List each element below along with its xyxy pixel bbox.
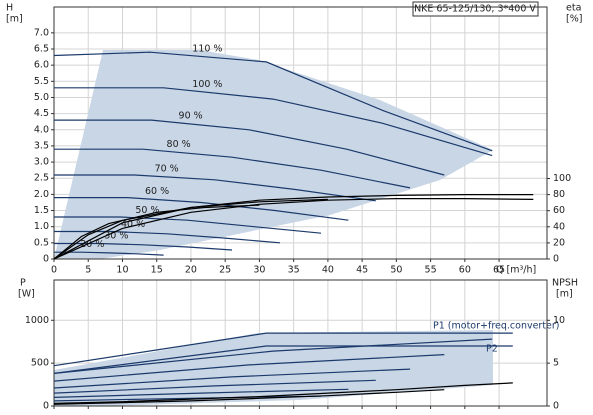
y-label: H [6, 3, 13, 14]
title-box [412, 1, 539, 17]
y-tick-label: 6.5 [34, 44, 49, 55]
annotation: P1 (motor+freq.converter) [433, 321, 560, 332]
curve [53, 204, 260, 260]
y2-tick-label: 0 [553, 401, 559, 412]
y2-unit: [%] [566, 14, 582, 25]
x-tick-label: 30 [253, 265, 265, 276]
curve-label: 70 % [155, 163, 179, 174]
curve [54, 251, 164, 256]
x-tick-label: 10 [116, 265, 128, 276]
y-tick-label: 1.5 [34, 205, 49, 216]
curve [53, 198, 328, 260]
curve [53, 194, 534, 260]
x-tick-label: 40 [322, 265, 334, 276]
x-tick-label: 50 [390, 265, 402, 276]
curve [54, 216, 322, 234]
y2-tick-label: 80 [553, 189, 565, 200]
y2-tick-label: 20 [553, 237, 565, 248]
curve [54, 197, 349, 221]
y2-label: NPSH [552, 278, 578, 289]
curve-label: 40 % [121, 219, 145, 230]
y2-tick-label: 5 [553, 358, 559, 369]
chart-title: NKE 65-125/130, 3*400 V [414, 4, 536, 15]
curve-label: 60 % [145, 186, 169, 197]
x-tick-label: 60 [459, 265, 471, 276]
y2-tick-label: 100 [553, 173, 571, 184]
x-tick-label: 25 [219, 265, 231, 276]
y-unit: [W] [18, 289, 35, 300]
y2-tick-label: 40 [553, 221, 565, 232]
y-label: P [20, 278, 26, 289]
curve [53, 388, 349, 398]
x-tick-label: 5 [85, 265, 91, 276]
y-tick-label: 0 [43, 254, 49, 265]
x-tick-label: 0 [51, 265, 57, 276]
curve [54, 119, 445, 176]
y-tick-label: 5.0 [34, 92, 49, 103]
y2-label: eta [566, 3, 581, 14]
curve [54, 87, 493, 157]
y-tick-label: 1.0 [34, 221, 49, 232]
x-label: Q [m³/h] [496, 265, 536, 276]
y-tick-label: 500 [31, 358, 49, 369]
curve [53, 345, 513, 374]
curve [53, 389, 445, 405]
curve-label: 110 % [192, 44, 222, 55]
curve [53, 368, 411, 389]
curve [53, 338, 493, 374]
curve [54, 174, 376, 202]
curve-label: 80 % [167, 139, 191, 150]
y-tick-label: 0.5 [34, 237, 49, 248]
curve [53, 332, 513, 367]
y2-unit: [m] [556, 289, 573, 300]
y-tick-label: 2.5 [34, 173, 49, 184]
y-tick-label: 5.5 [34, 76, 49, 87]
y-tick-label: 3.5 [34, 140, 49, 151]
x-tick-label: 65 [493, 265, 505, 276]
curve-label: 90 % [179, 110, 203, 121]
curve-label: 100 % [192, 79, 222, 90]
curve [54, 148, 411, 189]
x-tick-label: 20 [185, 265, 197, 276]
y2-tick-label: 60 [553, 205, 565, 216]
curve [53, 51, 493, 152]
x-tick-label: 55 [425, 265, 437, 276]
plot-frame [53, 279, 548, 407]
plot-frame [53, 6, 548, 260]
y-tick-label: 3.0 [34, 157, 49, 168]
y-tick-label: 4.0 [34, 124, 49, 135]
curve-label: 50 % [135, 205, 159, 216]
y2-tick-label: 10 [553, 315, 565, 326]
y-tick-label: 2.0 [34, 189, 49, 200]
curve [53, 354, 445, 382]
y-tick-label: 4.5 [34, 108, 49, 119]
curve [53, 198, 534, 260]
y-tick-label: 6.0 [34, 60, 49, 71]
y-unit: [m] [6, 14, 23, 25]
y2-tick-label: 0 [553, 254, 559, 265]
annotation: P2 [486, 344, 498, 355]
curve [53, 379, 376, 394]
y-tick-label: 1000 [25, 315, 49, 326]
curve [53, 395, 322, 402]
y-tick-label: 7.0 [34, 27, 49, 38]
x-tick-label: 35 [288, 265, 300, 276]
operating-area [54, 330, 493, 406]
operating-area [54, 50, 493, 259]
curve-label: 30 % [104, 231, 128, 242]
curve [53, 382, 513, 404]
y-tick-label: 0 [43, 401, 49, 412]
x-tick-label: 15 [151, 265, 163, 276]
x-tick-label: 45 [356, 265, 368, 276]
curve-label: 20 % [80, 239, 104, 250]
